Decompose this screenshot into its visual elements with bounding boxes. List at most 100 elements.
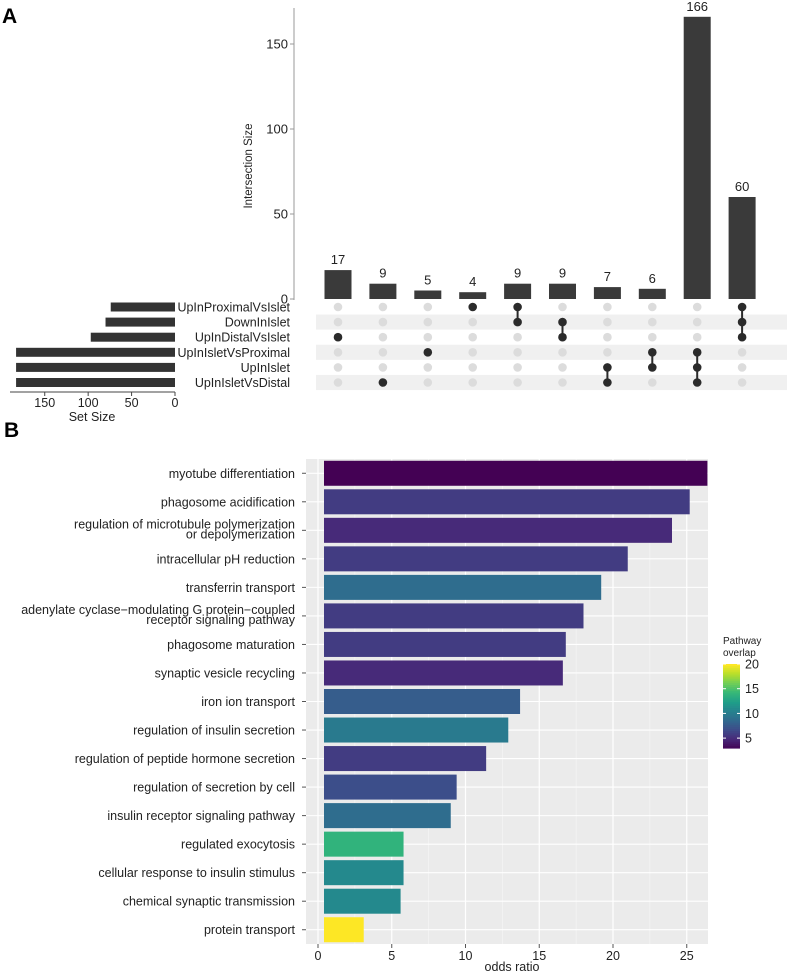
odds-ratio-bar xyxy=(324,574,602,600)
x-axis-title: odds ratio xyxy=(485,960,540,973)
odds-ratio-bar xyxy=(324,888,401,914)
matrix-dot-inactive xyxy=(333,378,343,387)
y-tick-label: 50 xyxy=(274,207,288,222)
category-label: myotube differentiation xyxy=(169,467,295,481)
matrix-dot-inactive xyxy=(603,302,612,312)
odds-ratio-bar xyxy=(324,860,404,886)
odds-ratio-bar xyxy=(324,803,451,829)
category-label: regulation of peptide hormone secretion xyxy=(75,752,295,766)
legend-color-segment xyxy=(723,674,740,678)
matrix-dot-inactive xyxy=(603,348,612,357)
y-tick-label: 150 xyxy=(266,37,288,52)
legend-color-segment xyxy=(723,724,740,728)
category-label: phagosome maturation xyxy=(167,638,295,652)
set-name-label: UpInDistalVsIslet xyxy=(195,331,291,345)
odds-ratio-bar xyxy=(324,774,457,800)
matrix-dot-inactive xyxy=(603,332,612,342)
matrix-dot-inactive xyxy=(333,317,343,327)
legend-color-segment xyxy=(723,714,740,718)
matrix-dot-inactive xyxy=(558,302,567,312)
intersection-size-label: 9 xyxy=(379,266,386,281)
category-label: insulin receptor signaling pathway xyxy=(107,809,295,823)
legend-color-segment xyxy=(723,712,740,715)
category-label: iron ion transport xyxy=(201,695,295,709)
matrix-dot-inactive xyxy=(692,317,702,327)
intersection-bar xyxy=(324,270,352,299)
legend-color-segment xyxy=(723,722,740,726)
matrix-dot-inactive xyxy=(692,332,702,342)
legend-color-segment xyxy=(723,710,740,713)
set-name-label: UpInIsletVsDistal xyxy=(195,376,290,390)
legend-color-segment xyxy=(723,720,740,724)
category-label: transferrin transport xyxy=(186,581,296,595)
matrix-dot-inactive xyxy=(648,332,657,342)
odds-ratio-bar xyxy=(324,489,690,515)
x-tick-label: 5 xyxy=(388,949,395,963)
legend-color-segment xyxy=(723,682,740,686)
matrix-dot-inactive xyxy=(333,348,343,357)
matrix-dot-inactive xyxy=(468,348,478,357)
legend-color-segment xyxy=(723,733,740,736)
legend-color-segment xyxy=(723,735,740,739)
legend-color-segment xyxy=(723,708,740,711)
x-tick-label: 20 xyxy=(606,949,620,963)
legend-color-segment xyxy=(723,693,740,697)
legend-color-segment xyxy=(723,691,740,694)
matrix-dot-inactive xyxy=(423,332,433,342)
matrix-dot-inactive xyxy=(423,378,433,387)
legend-color-segment xyxy=(723,729,740,732)
legend-color-segment xyxy=(723,731,740,734)
matrix-dot-inactive xyxy=(558,363,567,372)
set-size-tick-label: 100 xyxy=(78,396,99,410)
set-size-tick-label: 150 xyxy=(34,396,55,410)
intersection-bar xyxy=(369,283,397,299)
set-size-bar xyxy=(16,362,175,372)
odds-ratio-bar xyxy=(324,689,521,714)
set-size-bar xyxy=(105,317,175,327)
legend-color-segment xyxy=(723,716,740,720)
x-tick-label: 0 xyxy=(315,949,322,963)
legend-color-segment xyxy=(723,699,740,703)
matrix-dot-inactive xyxy=(737,348,747,357)
intersection-size-label: 17 xyxy=(331,252,345,267)
intersection-bar xyxy=(459,292,487,299)
matrix-dot-inactive xyxy=(378,302,388,312)
y-axis-title: Intersection Size xyxy=(243,123,255,208)
legend-color-segment xyxy=(723,727,740,730)
legend-color-segment xyxy=(723,670,740,673)
intersection-size-label: 9 xyxy=(514,266,521,281)
intersection-bar xyxy=(504,283,532,299)
legend-color-segment xyxy=(723,685,740,688)
legend-color-segment xyxy=(723,701,740,705)
legend-color-segment xyxy=(723,743,740,747)
set-size-bar xyxy=(90,332,175,342)
odds-ratio-bar xyxy=(324,460,708,486)
legend-color-segment xyxy=(723,664,740,667)
intersection-bar xyxy=(593,287,621,299)
matrix-dot-inactive xyxy=(378,363,388,372)
odds-ratio-bar xyxy=(324,746,487,772)
intersection-size-label: 7 xyxy=(604,269,611,284)
legend-color-segment xyxy=(723,718,740,722)
legend-color-segment xyxy=(723,745,740,749)
intersection-bar xyxy=(549,283,576,299)
set-name-label: UpInProximalVsIslet xyxy=(177,301,290,315)
matrix-dot-active xyxy=(378,378,388,387)
category-label: protein transport xyxy=(204,923,296,937)
odds-ratio-bar xyxy=(324,603,584,629)
upset-plot: 0 50 100 150 Intersection Size 17 9 5 4 9 9 7 6 166 60… xyxy=(10,0,787,424)
legend-color-segment xyxy=(723,697,740,701)
intersection-bar xyxy=(683,16,711,300)
legend-color-segment xyxy=(723,689,740,692)
matrix-dot-inactive xyxy=(558,348,567,357)
odds-ratio-bar xyxy=(324,831,404,857)
matrix-dot-inactive xyxy=(333,363,343,372)
category-label: regulation of secretion by cell xyxy=(133,781,295,795)
matrix-dot-inactive xyxy=(737,378,747,387)
set-size-tick-label: 0 xyxy=(172,396,179,410)
matrix-dot-inactive xyxy=(737,363,747,372)
panel-a-label: A xyxy=(2,5,17,28)
legend-color-segment xyxy=(723,680,740,684)
legend-color-segment xyxy=(723,687,740,690)
